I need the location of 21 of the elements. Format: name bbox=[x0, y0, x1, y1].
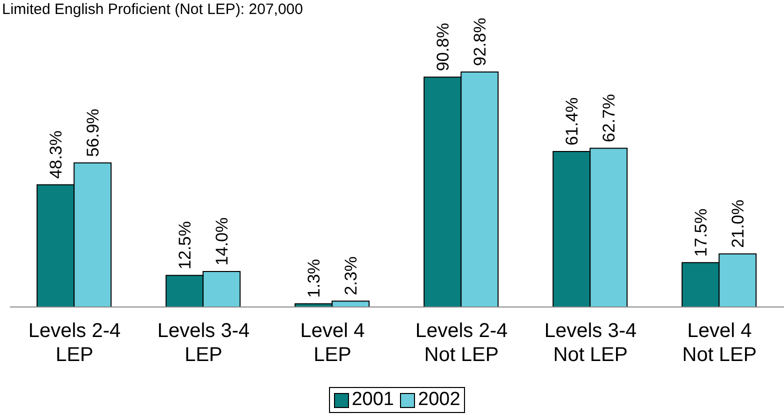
legend-label: 2002 bbox=[417, 389, 460, 411]
x-tick-label: Level 4 Not LEP bbox=[682, 320, 757, 366]
data-label: 48.3% bbox=[46, 130, 66, 179]
x-tick-label: Levels 2-4 LEP bbox=[28, 320, 121, 366]
data-label: 56.9% bbox=[84, 108, 103, 157]
x-tick-label: Levels 3-4 Not LEP bbox=[544, 320, 637, 366]
data-label: 17.5% bbox=[692, 208, 711, 257]
data-label: 2.3% bbox=[342, 256, 361, 296]
x-tick-label: Levels 2-4 Not LEP bbox=[415, 320, 508, 366]
data-label: 1.3% bbox=[304, 258, 324, 298]
data-label: 12.5% bbox=[176, 221, 195, 270]
x-tick-label: Level 4 LEP bbox=[300, 320, 365, 366]
data-label: 62.7% bbox=[600, 94, 619, 142]
data-label: 90.8% bbox=[434, 22, 453, 72]
x-tick-label: Levels 3-4 LEP bbox=[157, 320, 250, 366]
data-label: 21.0% bbox=[728, 200, 748, 248]
chart-title: Limited English Proficient (Not LEP): 207,000 bbox=[2, 1, 303, 18]
data-label: 92.8% bbox=[470, 18, 490, 66]
data-label: 14.0% bbox=[212, 217, 232, 266]
legend-label: 2001 bbox=[350, 389, 394, 411]
data-label: 61.4% bbox=[562, 97, 582, 146]
